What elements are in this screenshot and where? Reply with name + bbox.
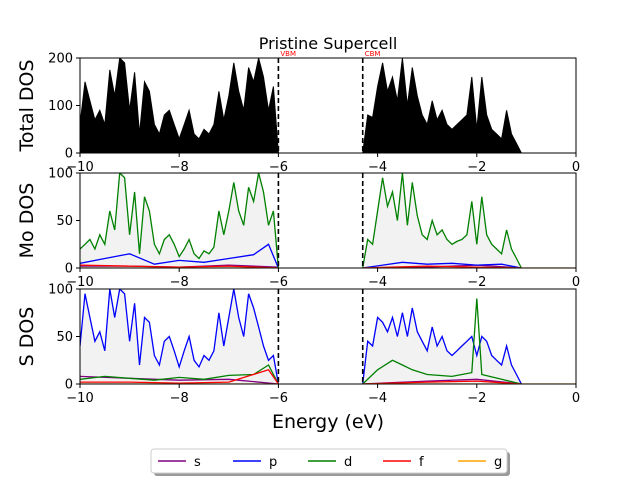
panel-plot-area (80, 173, 576, 268)
y-tick-label: 100 (48, 99, 73, 114)
legend-label-f: f (419, 455, 424, 470)
y-tick-label: 0 (65, 378, 73, 393)
panel-3: 0 50 100 −10 −8 −6 −4 −2 0 S DOS (16, 283, 580, 407)
legend-label-p: p (269, 455, 277, 470)
chart-title: Pristine Supercell (259, 34, 398, 53)
total-dos-shade-1 (80, 289, 279, 384)
y-axis-label: Total DOS (16, 59, 38, 152)
x-tick-label: −2 (467, 391, 486, 406)
panel-plot-area (80, 289, 576, 384)
x-tick-label: −6 (269, 160, 288, 175)
y-tick-label: 50 (56, 330, 73, 345)
x-tick-label: −6 (269, 275, 288, 290)
x-tick-label: 0 (572, 275, 580, 290)
y-axis-label: S DOS (16, 307, 38, 367)
panels-group: VBM CBM 0 100 200 −10 −8 −6 −4 −2 0 Total DOS 0 50 100… (16, 50, 580, 406)
x-tick-label: −8 (170, 160, 189, 175)
x-tick-label: −10 (66, 391, 93, 406)
x-tick-label: −2 (467, 275, 486, 290)
series-p-line-2 (362, 307, 522, 384)
x-tick-label: −4 (368, 275, 387, 290)
x-tick-label: −8 (170, 275, 189, 290)
total-dos-shade-2 (362, 304, 522, 384)
series-d-line-1 (80, 364, 279, 384)
x-tick-label: 0 (572, 391, 580, 406)
series-total-line-1 (80, 58, 279, 153)
y-tick-label: 100 (48, 167, 73, 182)
y-tick-label: 100 (48, 283, 73, 298)
total-dos-shade-1 (80, 173, 279, 268)
x-tick-label: −10 (66, 160, 93, 175)
y-tick-label: 0 (65, 262, 73, 277)
series-p-line-1 (80, 243, 279, 268)
panel-1: VBM CBM 0 100 200 −10 −8 −6 −4 −2 0 Total DOS (16, 50, 580, 175)
x-tick-label: −4 (368, 391, 387, 406)
x-tick-label: −10 (66, 275, 93, 290)
series-d-line-2 (362, 298, 522, 384)
x-tick-label: −8 (170, 391, 189, 406)
x-tick-label: −2 (467, 160, 486, 175)
legend-label-g: g (494, 455, 502, 470)
series-total-line-2 (362, 58, 522, 153)
series-d-line-1 (80, 173, 280, 268)
y-tick-label: 0 (65, 147, 73, 162)
panel-plot-area (80, 58, 522, 153)
x-tick-label: −6 (269, 391, 288, 406)
legend-label-d: d (344, 455, 352, 470)
y-tick-label: 50 (56, 214, 73, 229)
series-f-line-1 (80, 369, 279, 384)
legend-label-s: s (194, 455, 201, 470)
series-p-line-1 (80, 289, 280, 384)
panel-2: 0 50 100 −10 −8 −6 −4 −2 0 Mo DOS (16, 167, 580, 291)
x-tick-label: 0 (572, 160, 580, 175)
x-axis-label: Energy (eV) (272, 411, 384, 433)
annotation-vbm: VBM (280, 50, 296, 58)
y-tick-label: 200 (48, 52, 73, 67)
series-f-line-2 (362, 380, 522, 384)
series-d-line-2 (362, 173, 522, 268)
y-axis-label: Mo DOS (16, 183, 38, 259)
series-p-line-2 (362, 261, 522, 268)
x-tick-label: −4 (368, 160, 387, 175)
annotation-cbm: CBM (365, 50, 381, 58)
total-dos-shade-2 (362, 173, 522, 268)
series-f-line-1 (80, 264, 279, 268)
